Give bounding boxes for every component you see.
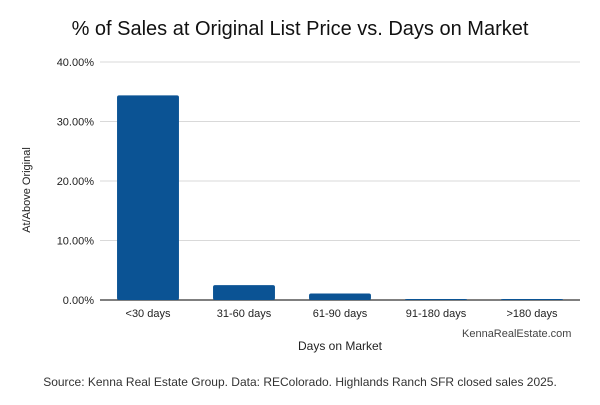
y-tick-label: 0.00% xyxy=(63,295,94,307)
y-tick-label: 40.00% xyxy=(57,57,95,69)
y-tick-label: 30.00% xyxy=(57,117,95,129)
chart-title: % of Sales at Original List Price vs. Da… xyxy=(71,18,529,40)
y-tick-label: 20.00% xyxy=(57,176,95,188)
x-tick-label: 61-90 days xyxy=(313,308,368,320)
x-axis-label: Days on Market xyxy=(297,339,383,353)
bar xyxy=(309,293,371,300)
y-tick-labels: 0.00% 10.00% 20.00% 30.00% 40.00% xyxy=(57,57,95,307)
bar xyxy=(213,285,275,300)
source-note: Source: Kenna Real Estate Group. Data: R… xyxy=(43,375,557,389)
x-tick-label: 31-60 days xyxy=(217,308,272,320)
x-tick-label: 91-180 days xyxy=(406,308,467,320)
bar xyxy=(117,95,179,300)
x-tick-labels: <30 days 31-60 days 61-90 days 91-180 days >… xyxy=(126,308,559,320)
watermark: KennaRealEstate.com xyxy=(462,328,572,340)
y-tick-label: 10.00% xyxy=(57,236,95,248)
x-tick-label: <30 days xyxy=(126,308,171,320)
x-tick-label: >180 days xyxy=(506,308,558,320)
bars xyxy=(117,95,563,300)
bar xyxy=(501,299,563,300)
bar xyxy=(405,299,467,300)
